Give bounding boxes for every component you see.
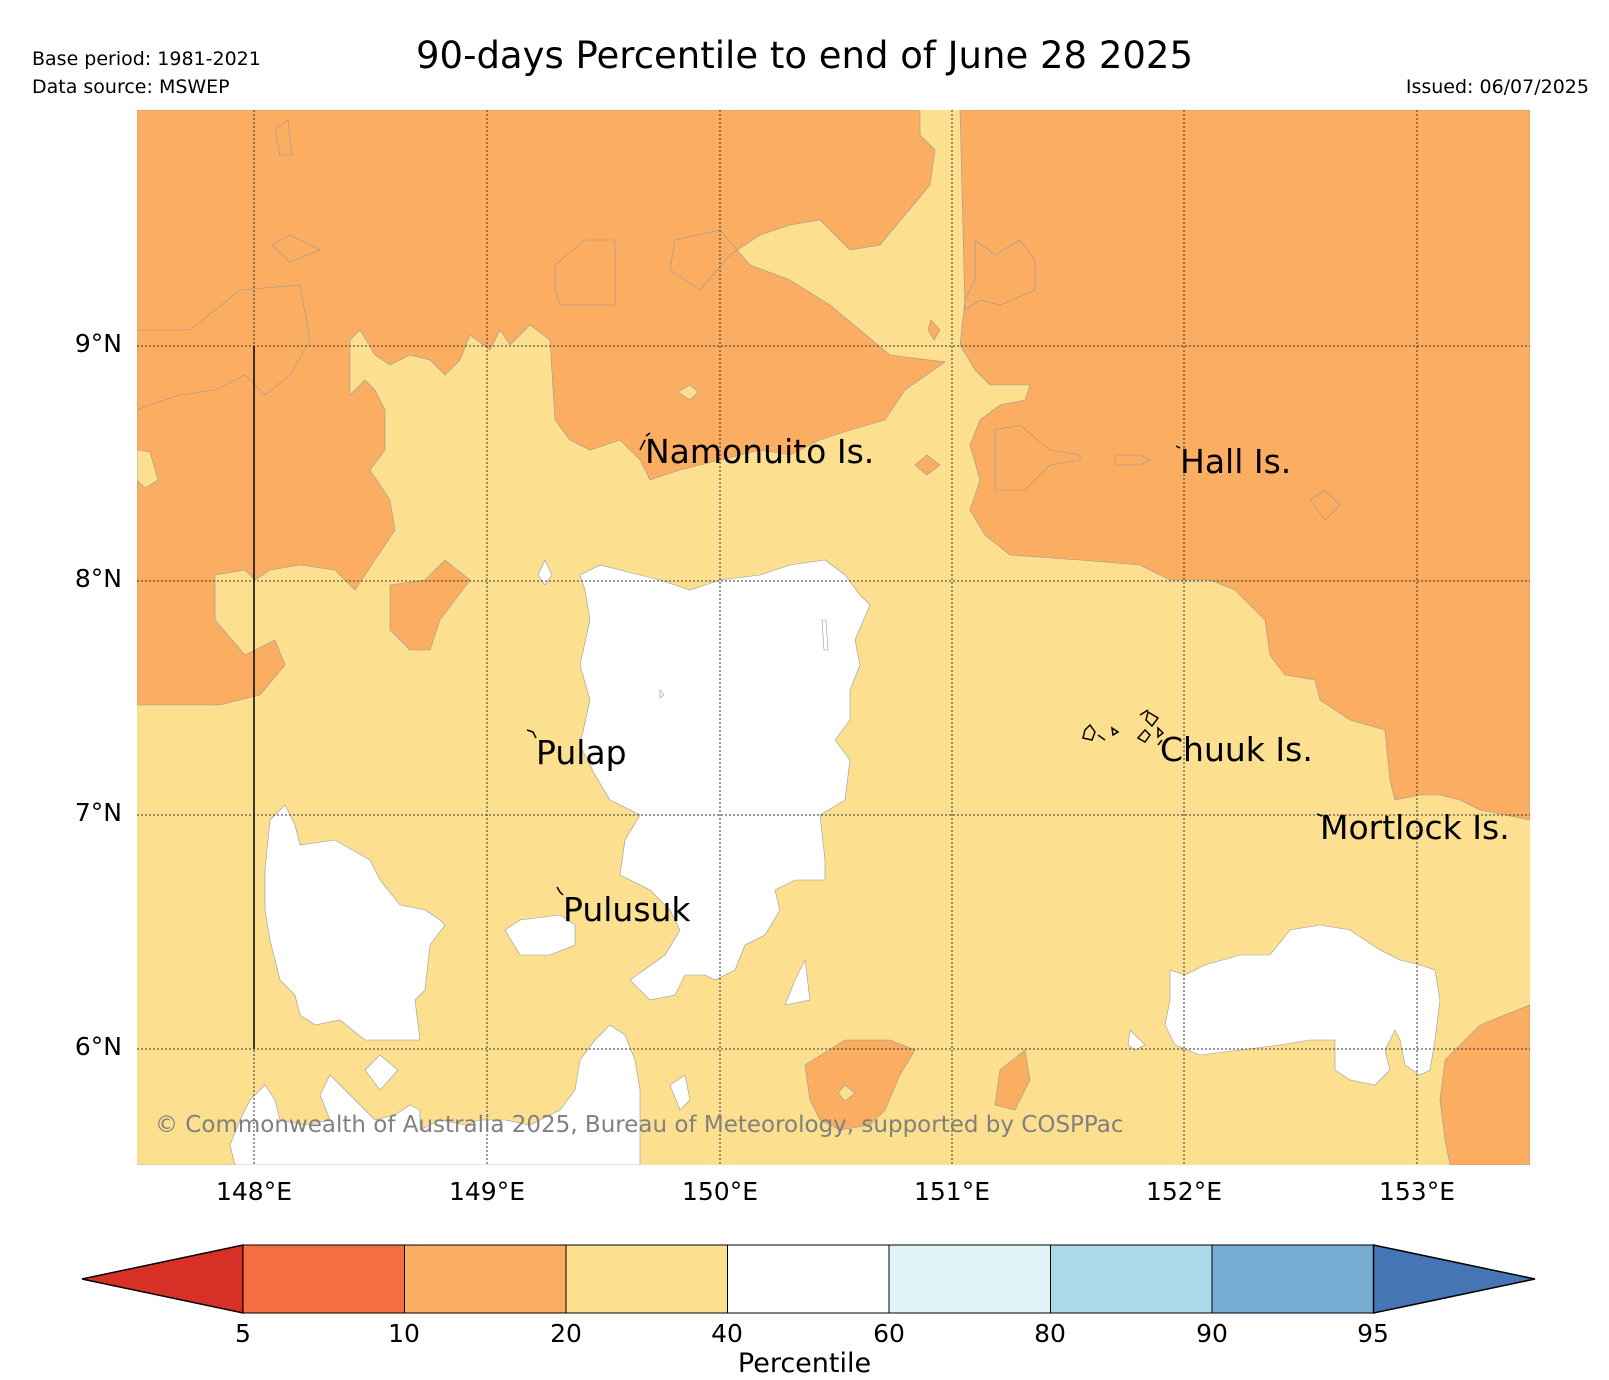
south-west-coast-normal-region: [137, 1024, 641, 1165]
west-normal-region: [264, 804, 446, 1041]
place-label-mortlock: Mortlock Is.: [1320, 808, 1510, 847]
small-normal-2: [669, 1074, 691, 1111]
base-period-label: Base period: 1981-2021: [32, 48, 261, 70]
colorbar-tick-60: 60: [873, 1319, 905, 1348]
colorbar-extension-high: [1372, 1244, 1536, 1314]
colorbar-segment: [1211, 1244, 1374, 1314]
colorbar-tick-40: 40: [711, 1319, 743, 1348]
scattered-small-region-2: [927, 319, 941, 341]
south-east-region: [1439, 1004, 1530, 1165]
patch-3: [837, 1084, 856, 1102]
hall-island-outline: [1175, 445, 1181, 449]
percentile-20-40-patches: [137, 384, 856, 1102]
map-panel: [137, 110, 1530, 1165]
colorbar-tick-20: 20: [550, 1319, 582, 1348]
patch-2: [137, 449, 159, 489]
pulap-island-outline: [526, 729, 537, 739]
colorbar-tick-90: 90: [1196, 1319, 1228, 1348]
percentile-10-20-regions: [137, 110, 1530, 1165]
colorbar-segment: [242, 1244, 405, 1314]
colorbar-segment: [888, 1244, 1051, 1314]
south-central-small-region: [994, 1049, 1031, 1111]
patch-1: [677, 384, 699, 401]
south-east-small-normal: [1127, 1029, 1146, 1051]
central-normal-region: [579, 559, 871, 1001]
colorbar-label: Percentile: [737, 1348, 872, 1379]
map-title: 90-days Percentile to end of June 28 202…: [416, 34, 1193, 77]
issued-date-label: Issued: 06/07/2025: [1405, 76, 1589, 98]
colorbar: [81, 1244, 1536, 1314]
copyright-notice: © Commonwealth of Australia 2025, Bureau…: [155, 1112, 1124, 1138]
mortlock-island-outline: [1316, 813, 1323, 817]
y-tick-8n: 8°N: [74, 564, 122, 593]
south-east-normal-region: [1164, 924, 1441, 1086]
chuuk-island-outline: [1082, 709, 1165, 746]
small-normal-4: [784, 958, 811, 1006]
x-tick-152: 152°E: [1145, 1177, 1222, 1206]
colorbar-tick-5: 5: [235, 1319, 251, 1348]
x-tick-149: 149°E: [448, 1177, 525, 1206]
small-normal-6: [659, 689, 665, 699]
x-tick-151: 151°E: [913, 1177, 990, 1206]
namonuito-island-outline: [639, 432, 651, 451]
north-east-dry-region: [959, 110, 1530, 821]
place-label-hall: Hall Is.: [1180, 442, 1292, 481]
map-gridlines: [137, 110, 1530, 1165]
colorbar-segment: [404, 1244, 567, 1314]
x-tick-148: 148°E: [215, 1177, 292, 1206]
small-normal-1: [364, 1054, 399, 1091]
data-source-label: Data source: MSWEP: [32, 76, 230, 98]
y-tick-9n: 9°N: [74, 329, 122, 358]
y-tick-6n: 6°N: [74, 1032, 122, 1061]
percentile-40-60-regions: [137, 559, 1441, 1165]
place-label-pulap: Pulap: [536, 733, 627, 772]
south-west-small-region: [389, 559, 471, 651]
south-central-region: [804, 1039, 916, 1131]
place-label-pulusuk: Pulusuk: [563, 890, 691, 929]
place-label-chuuk: Chuuk Is.: [1160, 730, 1313, 769]
place-label-namonuito: Namonuito Is.: [645, 432, 875, 471]
y-tick-7n: 7°N: [74, 798, 122, 827]
north-west-dry-region: [137, 110, 946, 706]
colorbar-segment: [727, 1244, 890, 1314]
pulusuk-island-outline: [556, 886, 564, 896]
small-normal-3: [537, 559, 553, 586]
colorbar-tick-95: 95: [1357, 1319, 1389, 1348]
colorbar-tick-10: 10: [388, 1319, 420, 1348]
small-normal-5: [821, 619, 829, 651]
colorbar-tick-80: 80: [1034, 1319, 1066, 1348]
colorbar-segment: [1050, 1244, 1213, 1314]
x-tick-153: 153°E: [1378, 1177, 1455, 1206]
pulusuk-normal-region: [504, 914, 576, 956]
scattered-small-region-1: [914, 454, 941, 476]
x-tick-150: 150°E: [681, 1177, 758, 1206]
colorbar-extension-low: [81, 1244, 244, 1314]
island-outlines: [526, 432, 1323, 896]
colorbar-segment: [565, 1244, 728, 1314]
